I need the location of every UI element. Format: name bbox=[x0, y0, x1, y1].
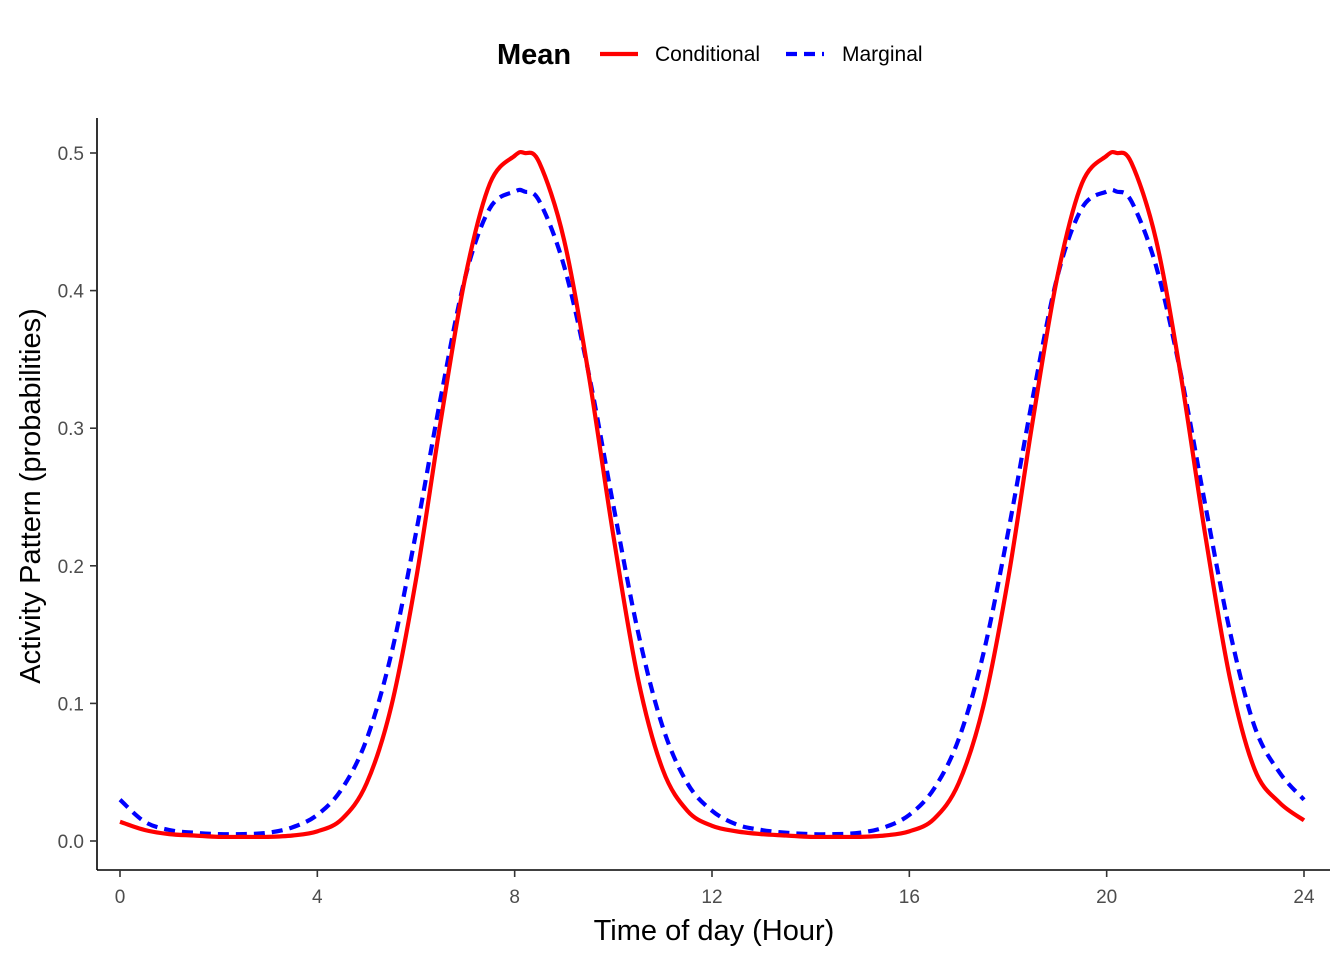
x-tick-label: 8 bbox=[509, 887, 520, 908]
x-tick-label: 12 bbox=[701, 887, 722, 908]
y-tick-label: 0.3 bbox=[58, 419, 84, 440]
x-tick-label: 0 bbox=[115, 887, 126, 908]
series-line-marginal bbox=[118, 187, 1306, 837]
series-line-conditional bbox=[119, 149, 1306, 840]
x-tick-label: 4 bbox=[312, 887, 323, 908]
x-tick-label: 24 bbox=[1293, 887, 1315, 908]
y-tick-label: 0.1 bbox=[58, 694, 84, 715]
plot-area bbox=[118, 149, 1306, 840]
y-tick-label: 0.2 bbox=[58, 557, 84, 578]
x-tick-label: 16 bbox=[899, 887, 920, 908]
legend-title: Mean bbox=[497, 39, 571, 71]
legend: Mean Conditional Marginal bbox=[497, 39, 923, 71]
y-axis-title: Activity Pattern (probabilities) bbox=[15, 308, 47, 684]
legend-label-marginal: Marginal bbox=[842, 43, 923, 66]
x-tick-label: 20 bbox=[1096, 887, 1117, 908]
y-tick-label: 0.4 bbox=[58, 282, 85, 303]
legend-label-conditional: Conditional bbox=[655, 43, 760, 66]
y-tick-label: 0.5 bbox=[58, 144, 84, 165]
x-axis-title: Time of day (Hour) bbox=[594, 915, 835, 947]
axes: 0 4 8 12 16 20 24 0.0 0.1 0.2 0.3 0.4 0.5 bbox=[58, 118, 1330, 908]
y-tick-label: 0.0 bbox=[58, 832, 84, 853]
